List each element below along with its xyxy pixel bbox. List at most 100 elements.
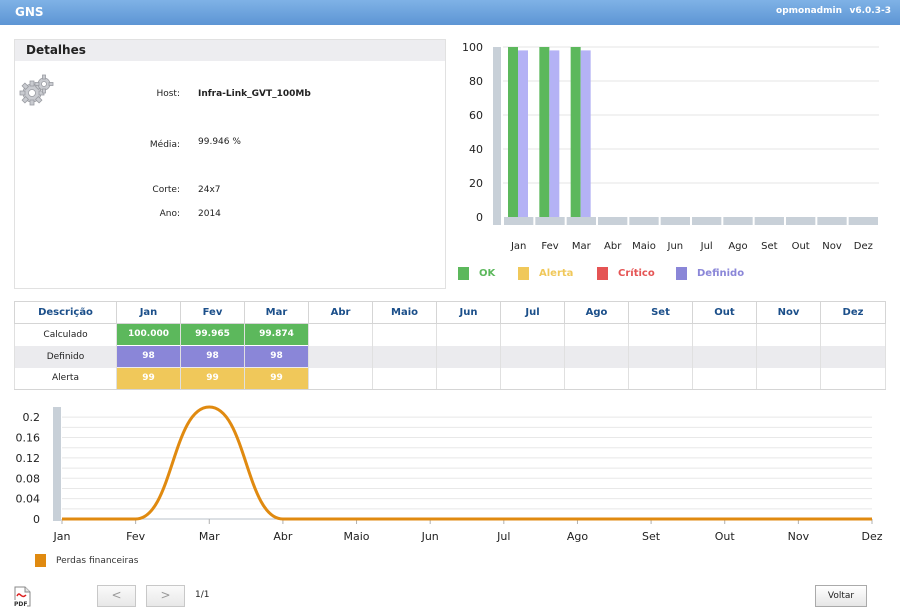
y-tick-label: 0.04 bbox=[16, 493, 41, 506]
table-cell bbox=[500, 367, 565, 390]
row-label-alerta: Alerta bbox=[14, 367, 117, 390]
x-tick-label: Dez bbox=[861, 530, 882, 543]
cell-calculado-mar: 99.874 bbox=[244, 323, 309, 346]
value-definido-jan: 98 bbox=[117, 346, 180, 367]
page-indicator: 1/1 bbox=[195, 590, 210, 600]
x-tick-label: Abr bbox=[273, 530, 293, 543]
version-label: v6.0.3-3 bbox=[849, 6, 892, 16]
monthly-values-table: Descrição Jan Fev Mar Abr Maio Jun Jul A… bbox=[14, 301, 886, 390]
table-cell bbox=[436, 367, 501, 390]
table-cell bbox=[372, 367, 437, 390]
column-header-ago: Ago bbox=[564, 301, 629, 324]
bar-definido-jan bbox=[518, 50, 528, 218]
next-page-button[interactable]: > bbox=[146, 585, 185, 607]
row-label-calculado: Calculado bbox=[14, 323, 117, 346]
bar-ok-mar bbox=[570, 47, 581, 217]
y-tick-label: 0.2 bbox=[23, 411, 41, 424]
x-tick-label: Mar bbox=[199, 530, 220, 543]
table-cell bbox=[820, 345, 886, 368]
y-tick-label: 0.16 bbox=[16, 432, 41, 445]
column-header-dez: Dez bbox=[820, 301, 886, 324]
x-tick-label: Maio bbox=[344, 530, 370, 543]
legend-critico-label: Crítico bbox=[618, 268, 655, 279]
x-tick-label: Dez bbox=[854, 241, 873, 252]
corte-value: 24x7 bbox=[198, 185, 221, 195]
value-alerta-jan: 99 bbox=[117, 367, 180, 389]
value-calculado-fev: 99.965 bbox=[181, 324, 244, 346]
table-cell bbox=[372, 345, 437, 368]
back-button[interactable]: Voltar bbox=[815, 585, 867, 607]
x-tick-label: Set bbox=[642, 530, 661, 543]
table-cell bbox=[500, 345, 565, 368]
table-cell bbox=[308, 323, 373, 346]
cell-calculado-jan: 100.000 bbox=[116, 323, 181, 346]
previous-page-button[interactable]: < bbox=[97, 585, 136, 607]
x-axis-segment bbox=[817, 217, 847, 225]
value-calculado-mar: 99.874 bbox=[245, 324, 308, 346]
x-tick-label: Abr bbox=[604, 241, 622, 252]
x-axis-segment bbox=[660, 217, 690, 225]
user-name[interactable]: opmonadmin bbox=[776, 6, 842, 16]
column-header-nov: Nov bbox=[756, 301, 821, 324]
legend-definido-swatch bbox=[676, 267, 687, 280]
ano-value: 2014 bbox=[198, 209, 221, 219]
y-tick-label: 0.12 bbox=[16, 452, 41, 465]
details-title: Detalhes bbox=[15, 40, 445, 61]
table-cell bbox=[436, 323, 501, 346]
cell-definido-fev: 98 bbox=[180, 345, 245, 368]
pdf-icon[interactable]: PDF bbox=[12, 586, 32, 608]
row-label-definido: Definido bbox=[14, 345, 117, 368]
column-header-set: Set bbox=[628, 301, 693, 324]
column-header-mar: Mar bbox=[244, 301, 309, 324]
legend-alerta-label: Alerta bbox=[539, 268, 574, 279]
x-tick-label: Nov bbox=[788, 530, 810, 543]
table-cell bbox=[564, 323, 629, 346]
column-header-out: Out bbox=[692, 301, 757, 324]
x-axis-segment bbox=[566, 217, 596, 225]
x-axis-segment bbox=[786, 217, 816, 225]
y-tick-label: 100 bbox=[462, 41, 483, 54]
y-axis-bar bbox=[53, 407, 61, 521]
table-cell bbox=[820, 323, 886, 346]
table-cell bbox=[308, 367, 373, 390]
table-cell bbox=[628, 367, 693, 390]
legend-critico-swatch bbox=[597, 267, 608, 280]
table-cell bbox=[692, 323, 757, 346]
host-label: Host: bbox=[156, 89, 180, 99]
corte-label: Corte: bbox=[152, 185, 180, 195]
table-row-definido: Definido 98 98 98 bbox=[14, 345, 886, 368]
x-tick-label: Ago bbox=[728, 241, 747, 252]
x-tick-label: Set bbox=[761, 241, 778, 252]
bar-definido-mar bbox=[580, 50, 591, 218]
column-header-jun: Jun bbox=[436, 301, 501, 324]
legend-ok-label: OK bbox=[479, 268, 496, 279]
legend-ok-swatch bbox=[458, 267, 469, 280]
y-tick-label: 20 bbox=[469, 177, 483, 190]
x-axis-segment bbox=[723, 217, 753, 225]
table-header-row: Descrição Jan Fev Mar Abr Maio Jun Jul A… bbox=[14, 301, 886, 324]
cell-alerta-fev: 99 bbox=[180, 367, 245, 390]
column-header-maio: Maio bbox=[372, 301, 437, 324]
x-tick-label: Jun bbox=[421, 530, 439, 543]
column-header-descricao: Descrição bbox=[14, 301, 117, 324]
column-header-abr: Abr bbox=[308, 301, 373, 324]
value-alerta-mar: 99 bbox=[245, 367, 308, 389]
y-tick-label: 0 bbox=[33, 513, 40, 526]
column-header-fev: Fev bbox=[180, 301, 245, 324]
y-tick-label: 40 bbox=[469, 143, 483, 156]
x-axis-segment bbox=[629, 217, 659, 225]
bar-ok-fev bbox=[539, 47, 550, 217]
table-cell bbox=[692, 345, 757, 368]
x-tick-label: Fev bbox=[541, 241, 558, 252]
y-tick-label: 80 bbox=[469, 75, 483, 88]
cell-definido-jan: 98 bbox=[116, 345, 181, 368]
table-cell bbox=[692, 367, 757, 390]
media-label: Média: bbox=[149, 140, 180, 150]
legend-alerta-swatch bbox=[518, 267, 529, 280]
table-cell bbox=[308, 345, 373, 368]
column-header-jan: Jan bbox=[116, 301, 181, 324]
x-tick-label: Mar bbox=[572, 241, 592, 252]
bar-ok-jan bbox=[508, 47, 518, 217]
value-calculado-jan: 100.000 bbox=[117, 324, 180, 346]
table-cell bbox=[756, 323, 821, 346]
